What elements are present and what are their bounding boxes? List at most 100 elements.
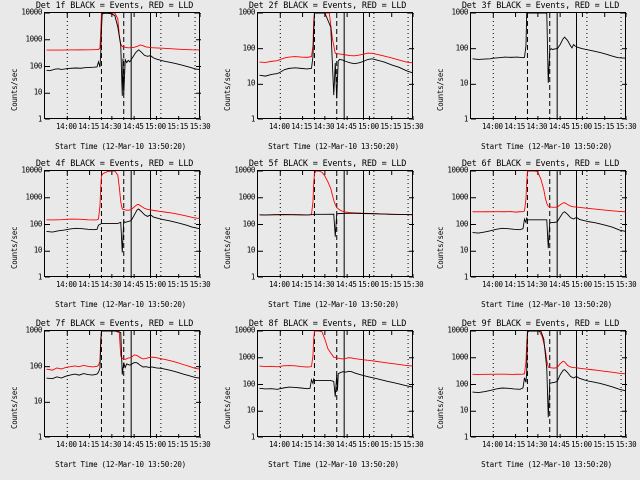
plot-area [470,170,627,278]
y-tick-label: 1000 [451,192,469,202]
x-tick-label: 14:45 [122,440,144,449]
x-tick-label: 15:00 [145,122,166,131]
detector-panel: Det 4f BLACK = Events, RED = LLD Counts/s… [0,158,213,318]
x-tick-label: 15:30 [189,280,211,289]
plot-area [257,330,414,438]
x-tick-label: 14:45 [335,440,357,449]
x-tick-label: 15:30 [402,440,424,449]
x-tick-label: 15:30 [402,280,424,289]
x-axis-label: Start Time (12-Mar-10 13:50:20) [55,460,186,469]
y-tick-label: 1000 [451,7,469,17]
x-tick-label: 14:45 [335,280,357,289]
y-tick-label: 1000 [238,352,256,362]
y-tick-label: 10000 [234,165,255,175]
events-curve [46,208,200,253]
plot-area [44,12,201,120]
detector-panel: Det 9f BLACK = Events, RED = LLD Counts/s… [426,318,639,478]
x-axis-label: Start Time (12-Mar-10 13:50:20) [268,142,399,151]
y-tick-label: 10 [246,78,256,88]
events-curve [472,331,626,418]
lld-curve [259,331,413,368]
x-tick-label: 14:15 [504,440,525,449]
x-tick-label: 14:00 [55,280,77,289]
y-tick-label: 10000 [447,325,468,335]
x-tick-label: 14:15 [291,280,312,289]
y-tick-label: 1 [463,114,469,124]
y-tick-label: 10 [33,396,43,406]
y-axis-label: Counts/sec [436,68,445,111]
x-tick-label: 14:15 [291,440,312,449]
x-tick-label: 14:00 [481,122,503,131]
x-tick-label: 14:30 [100,440,122,449]
y-tick-label: 1 [37,432,43,442]
plot-area [257,12,414,120]
events-curve [259,212,413,237]
x-tick-label: 15:15 [593,440,614,449]
y-tick-label: 10 [459,245,469,255]
y-tick-label: 10 [33,245,43,255]
x-tick-label: 14:15 [78,122,99,131]
y-tick-label: 10 [459,78,469,88]
x-tick-label: 15:30 [402,122,424,131]
detector-panel: Det 8f BLACK = Events, RED = LLD Counts/s… [213,318,426,478]
panel-title: Det 1f BLACK = Events, RED = LLD [35,1,194,11]
x-tick-label: 15:15 [593,122,614,131]
x-tick-label: 14:15 [78,440,99,449]
x-tick-label: 15:15 [380,440,401,449]
x-tick-label: 15:15 [167,440,188,449]
x-axis-label: Start Time (12-Mar-10 13:50:20) [481,460,612,469]
panel-title: Det 8f BLACK = Events, RED = LLD [248,319,407,329]
x-tick-label: 14:00 [481,280,503,289]
y-tick-label: 1000 [238,7,256,17]
x-tick-label: 15:30 [189,440,211,449]
x-tick-label: 14:00 [481,440,503,449]
x-tick-label: 14:15 [78,280,99,289]
x-tick-label: 15:00 [571,280,592,289]
y-tick-label: 100 [242,379,256,388]
x-tick-label: 14:45 [122,122,144,131]
detector-panel: Det 3f BLACK = Events, RED = LLD Counts/s… [426,0,639,160]
y-tick-label: 100 [29,219,43,228]
plot-area [470,12,627,120]
panel-title: Det 7f BLACK = Events, RED = LLD [35,319,194,329]
x-tick-label: 15:15 [380,122,401,131]
y-tick-label: 10000 [234,325,255,335]
y-tick-label: 10000 [21,165,42,175]
x-tick-label: 15:30 [615,122,637,131]
y-tick-label: 10000 [21,7,42,17]
plot-area [470,330,627,438]
panel-title: Det 2f BLACK = Events, RED = LLD [248,1,407,11]
x-tick-label: 14:15 [291,122,312,131]
y-tick-label: 1 [463,272,469,282]
detector-panel: Det 2f BLACK = Events, RED = LLD Counts/s… [213,0,426,160]
x-tick-label: 14:30 [313,122,335,131]
x-tick-label: 15:00 [358,440,379,449]
y-axis-label: Counts/sec [223,68,232,111]
x-tick-label: 15:00 [358,280,379,289]
events-curve [472,13,626,83]
plot-area [44,330,201,438]
x-tick-label: 14:00 [268,280,290,289]
lld-curve [46,13,200,51]
events-curve [259,13,413,99]
lld-curve [472,171,626,213]
detector-panel: Det 6f BLACK = Events, RED = LLD Counts/s… [426,158,639,318]
y-axis-label: Counts/sec [10,386,19,429]
x-axis-label: Start Time (12-Mar-10 13:50:20) [481,142,612,151]
x-axis-label: Start Time (12-Mar-10 13:50:20) [268,460,399,469]
x-axis-label: Start Time (12-Mar-10 13:50:20) [268,300,399,309]
x-tick-label: 15:00 [571,440,592,449]
plot-area [257,170,414,278]
y-tick-label: 1000 [238,192,256,202]
x-tick-label: 15:15 [380,280,401,289]
x-tick-label: 14:45 [548,440,570,449]
events-curve [472,211,626,249]
y-tick-label: 1 [37,114,43,124]
x-tick-label: 14:30 [526,440,548,449]
x-tick-label: 14:30 [526,280,548,289]
x-tick-label: 14:00 [55,440,77,449]
y-tick-label: 1 [250,432,256,442]
y-tick-label: 1000 [25,325,43,335]
x-tick-label: 14:45 [122,280,144,289]
